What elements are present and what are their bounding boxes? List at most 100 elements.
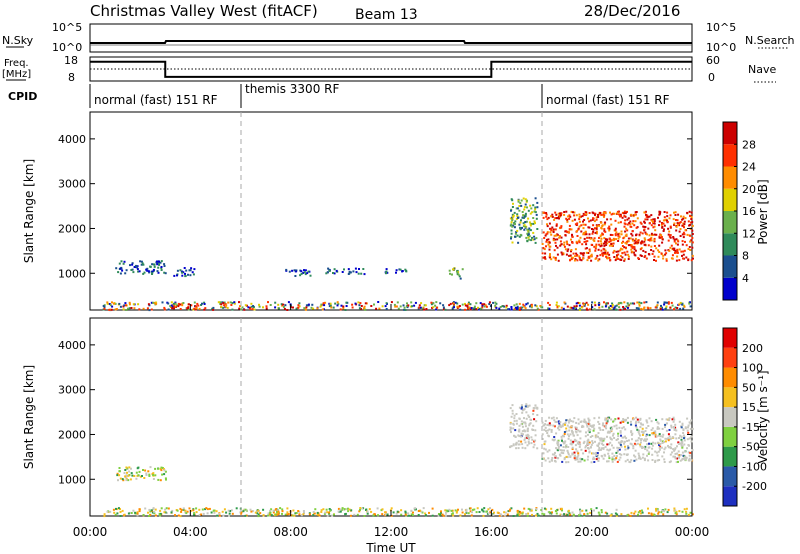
echo-cell bbox=[573, 218, 576, 221]
echo-cell bbox=[657, 434, 660, 437]
echo-cell bbox=[576, 242, 579, 245]
echo-cell bbox=[558, 235, 561, 237]
echo-cell bbox=[690, 218, 693, 220]
echo-cell bbox=[655, 508, 657, 510]
echo-cell bbox=[523, 228, 526, 231]
echo-cell bbox=[123, 304, 126, 307]
echo-cell bbox=[127, 474, 130, 477]
echo-cell bbox=[573, 457, 576, 460]
echo-cell bbox=[623, 259, 626, 262]
echo-cell bbox=[584, 233, 586, 236]
echo-cell bbox=[639, 441, 642, 444]
echo-cell bbox=[569, 254, 572, 257]
echo-cell bbox=[130, 269, 133, 271]
echo-cell bbox=[599, 212, 602, 214]
echo-cell bbox=[537, 514, 540, 517]
echo-cell bbox=[583, 237, 586, 240]
y-tick-label: 2000 bbox=[58, 428, 86, 441]
echo-cell bbox=[597, 435, 599, 438]
echo-cell bbox=[133, 266, 136, 268]
echo-cell bbox=[579, 460, 582, 463]
echo-cell bbox=[543, 424, 546, 427]
echo-cell bbox=[678, 248, 681, 251]
echo-cell bbox=[673, 222, 676, 225]
echo-cell bbox=[599, 240, 602, 243]
echo-cell bbox=[530, 239, 533, 242]
echo-cell bbox=[674, 211, 677, 214]
freq-step-line bbox=[90, 60, 692, 78]
echo-cell bbox=[577, 443, 580, 445]
echo-cell bbox=[339, 510, 342, 513]
echo-cell bbox=[298, 302, 301, 305]
echo-cell bbox=[593, 509, 595, 512]
echo-cell bbox=[590, 508, 593, 511]
echo-cell bbox=[160, 266, 163, 268]
echo-cell bbox=[159, 467, 162, 470]
echo-cell bbox=[262, 508, 265, 511]
echo-cell bbox=[464, 302, 466, 305]
echo-cell bbox=[671, 254, 674, 257]
echo-cell bbox=[111, 301, 113, 304]
echo-cell bbox=[650, 232, 653, 235]
echo-cell bbox=[515, 207, 518, 210]
echo-cell bbox=[326, 271, 329, 274]
echo-cell bbox=[571, 448, 574, 450]
echo-cell bbox=[578, 302, 581, 304]
echo-cell bbox=[656, 304, 659, 307]
echo-cell bbox=[347, 510, 350, 513]
echo-cell bbox=[661, 435, 664, 438]
echo-cell bbox=[304, 269, 307, 272]
echo-cell bbox=[551, 438, 554, 441]
echo-cell bbox=[619, 430, 622, 433]
echo-cell bbox=[618, 213, 620, 216]
echo-cell bbox=[139, 475, 142, 478]
echo-cell bbox=[604, 238, 607, 241]
echo-cell bbox=[663, 448, 666, 451]
echo-cell bbox=[186, 510, 189, 513]
echo-cell bbox=[110, 308, 113, 311]
echo-cell bbox=[664, 423, 667, 426]
echo-cell bbox=[114, 308, 117, 311]
echo-cell bbox=[640, 242, 643, 245]
echo-cell bbox=[200, 304, 203, 306]
echo-cell bbox=[516, 234, 519, 237]
nsky-trace bbox=[90, 40, 692, 44]
echo-cell bbox=[603, 237, 606, 240]
echo-cell bbox=[635, 426, 638, 429]
echo-cell bbox=[581, 306, 584, 309]
echo-cell bbox=[578, 430, 581, 433]
echo-cell bbox=[520, 420, 523, 423]
echo-cell bbox=[151, 511, 154, 514]
echo-cell bbox=[563, 441, 566, 444]
echo-cell bbox=[586, 240, 589, 243]
echo-cell bbox=[345, 301, 348, 304]
echo-cell bbox=[420, 510, 423, 513]
echo-cell bbox=[626, 223, 629, 226]
echo-cell bbox=[396, 510, 399, 513]
echo-cell bbox=[578, 309, 581, 311]
echo-cell bbox=[650, 236, 653, 239]
echo-cell bbox=[592, 217, 595, 220]
echo-cell bbox=[598, 243, 601, 246]
echo-cell bbox=[152, 301, 155, 304]
velocity-cbar-label: Velocity [m s⁻¹] bbox=[756, 370, 770, 463]
echo-cell bbox=[639, 457, 642, 460]
echo-cell bbox=[395, 512, 398, 515]
echo-cell bbox=[529, 212, 532, 215]
echo-cell bbox=[588, 248, 591, 251]
echo-cell bbox=[350, 509, 353, 512]
echo-cell bbox=[481, 304, 484, 307]
echo-cell bbox=[328, 268, 331, 271]
echo-cell bbox=[595, 216, 598, 219]
echo-cell bbox=[549, 227, 552, 230]
echo-cell bbox=[611, 444, 613, 447]
echo-cell bbox=[674, 426, 677, 429]
echo-cell bbox=[635, 211, 638, 213]
echo-cell bbox=[688, 246, 691, 248]
echo-cell bbox=[624, 212, 627, 215]
echo-cell bbox=[476, 507, 479, 510]
echo-cell bbox=[610, 223, 613, 226]
echo-cell bbox=[560, 243, 563, 246]
echo-cell bbox=[121, 269, 124, 272]
echo-cell bbox=[587, 303, 590, 306]
